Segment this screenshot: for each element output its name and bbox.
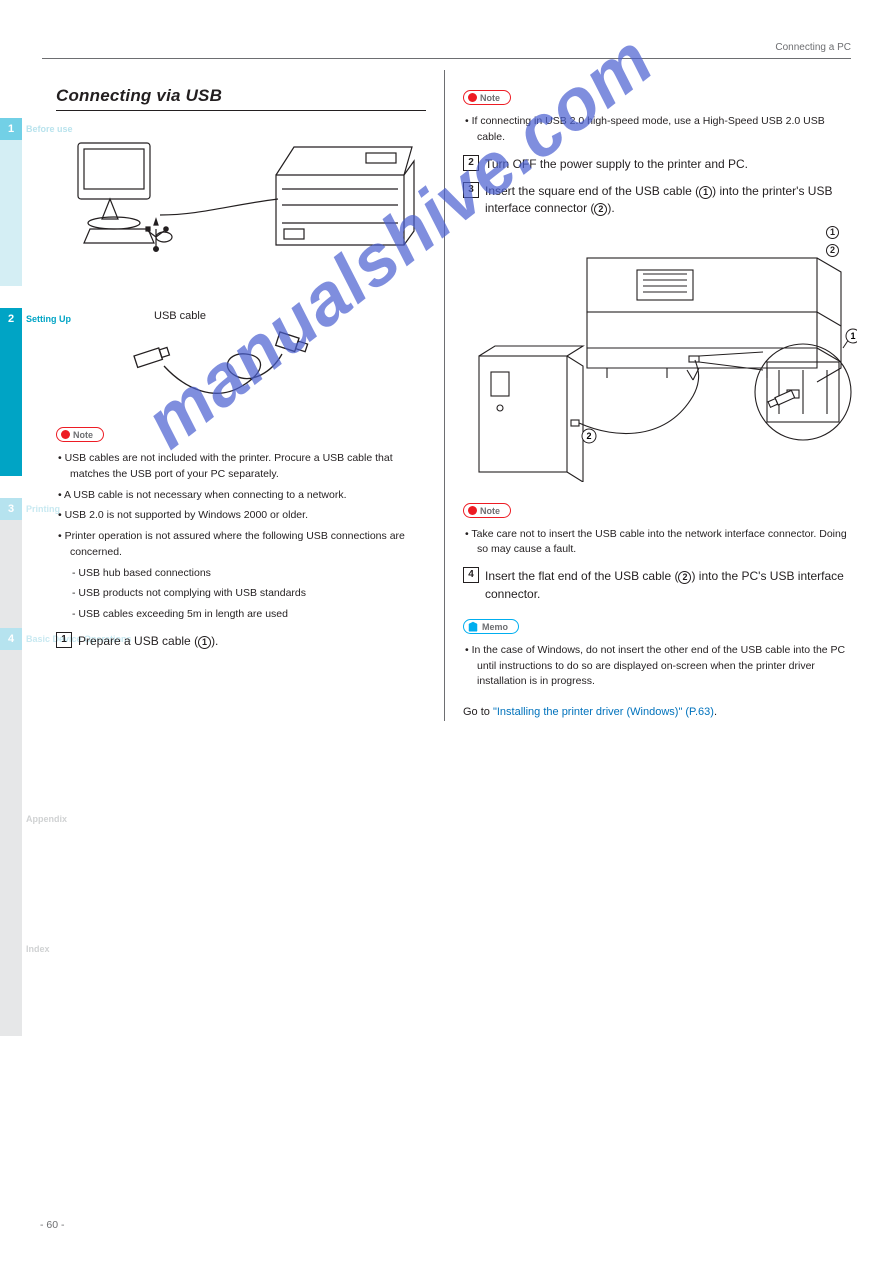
illustration-usb-cable: USB cable: [116, 314, 426, 411]
section-rule: [56, 110, 426, 111]
diagram-label-2: 2: [826, 244, 839, 257]
step-4: 4 Insert the flat end of the USB cable (…: [463, 568, 851, 603]
note-block-right-1: Note • If connecting in USB 2.0 high-spe…: [463, 88, 851, 146]
note-item: • USB 2.0 is not supported by Windows 20…: [56, 508, 426, 524]
note-block-right-2: Note • Take care not to insert the USB c…: [463, 501, 851, 559]
note-label: Note: [56, 427, 104, 442]
side-tab-index: Index: [0, 938, 22, 1036]
step-number: 1: [56, 632, 72, 648]
step-text: ).: [211, 634, 218, 648]
step-number: 3: [463, 182, 479, 198]
circled-1: 1: [198, 636, 211, 649]
illustration-pc-printer: [60, 125, 426, 300]
usb-cable-caption: USB cable: [154, 310, 206, 322]
driver-ref-suffix: .: [714, 706, 717, 718]
step-text: ).: [607, 201, 614, 215]
driver-reference: Go to "Installing the printer driver (Wi…: [463, 704, 851, 721]
note-item: • USB cables are not included with the p…: [56, 451, 426, 483]
diagram-callout-2: 2: [586, 431, 591, 441]
note-item: • Take care not to insert the USB cable …: [463, 527, 851, 559]
memo-label: Memo: [463, 619, 519, 634]
diagram-callout-1: 1: [850, 331, 855, 341]
step-number: 2: [463, 155, 479, 171]
side-tab-3: 3 Printing: [0, 498, 22, 628]
circled-1: 1: [699, 186, 712, 199]
step-text: Insert the square end of the USB cable (: [485, 184, 699, 198]
driver-link[interactable]: "Installing the printer driver (Windows)…: [493, 706, 714, 718]
note-subitem: - USB hub based connections: [56, 566, 426, 582]
note-subitem: - USB products not complying with USB st…: [56, 586, 426, 602]
page-number: - 60 -: [40, 1219, 65, 1231]
section-title-usb: Connecting via USB: [56, 86, 426, 106]
memo-block: Memo • In the case of Windows, do not in…: [463, 617, 851, 690]
circled-2: 2: [594, 203, 607, 216]
driver-ref-prefix: Go to: [463, 706, 493, 718]
circled-2: 2: [678, 571, 691, 584]
step-number: 4: [463, 567, 479, 583]
note-block-left: Note • USB cables are not included with …: [56, 425, 426, 623]
step-text: Insert the flat end of the USB cable (: [485, 569, 678, 583]
side-tab-appendix: Appendix: [0, 808, 22, 938]
note-item: • If connecting in USB 2.0 high-speed mo…: [463, 114, 851, 146]
step-2: 2 Turn OFF the power supply to the print…: [463, 156, 851, 173]
note-item: • A USB cable is not necessary when conn…: [56, 488, 426, 504]
side-tab-1: 1 Before use: [0, 118, 22, 286]
step-1: 1 Prepare a USB cable (1).: [56, 633, 426, 650]
step-text: Prepare a USB cable (: [78, 634, 198, 648]
step-3: 3 Insert the square end of the USB cable…: [463, 183, 851, 218]
note-label: Note: [463, 90, 511, 105]
note-label: Note: [463, 503, 511, 518]
side-tab-2: 2 Setting Up: [0, 308, 22, 476]
illustration-connection: 1 2: [467, 252, 851, 487]
step-text: Turn OFF the power supply to the printer…: [485, 156, 851, 173]
running-head: Connecting a PC: [775, 42, 851, 53]
note-item: • Printer operation is not assured where…: [56, 529, 426, 561]
side-tab-4: 4 Basic Device Operations: [0, 628, 22, 808]
note-subitem: - USB cables exceeding 5m in length are …: [56, 607, 426, 623]
diagram-label-1: 1: [826, 226, 839, 239]
memo-item: • In the case of Windows, do not insert …: [463, 643, 851, 690]
header-rule: [42, 58, 851, 59]
